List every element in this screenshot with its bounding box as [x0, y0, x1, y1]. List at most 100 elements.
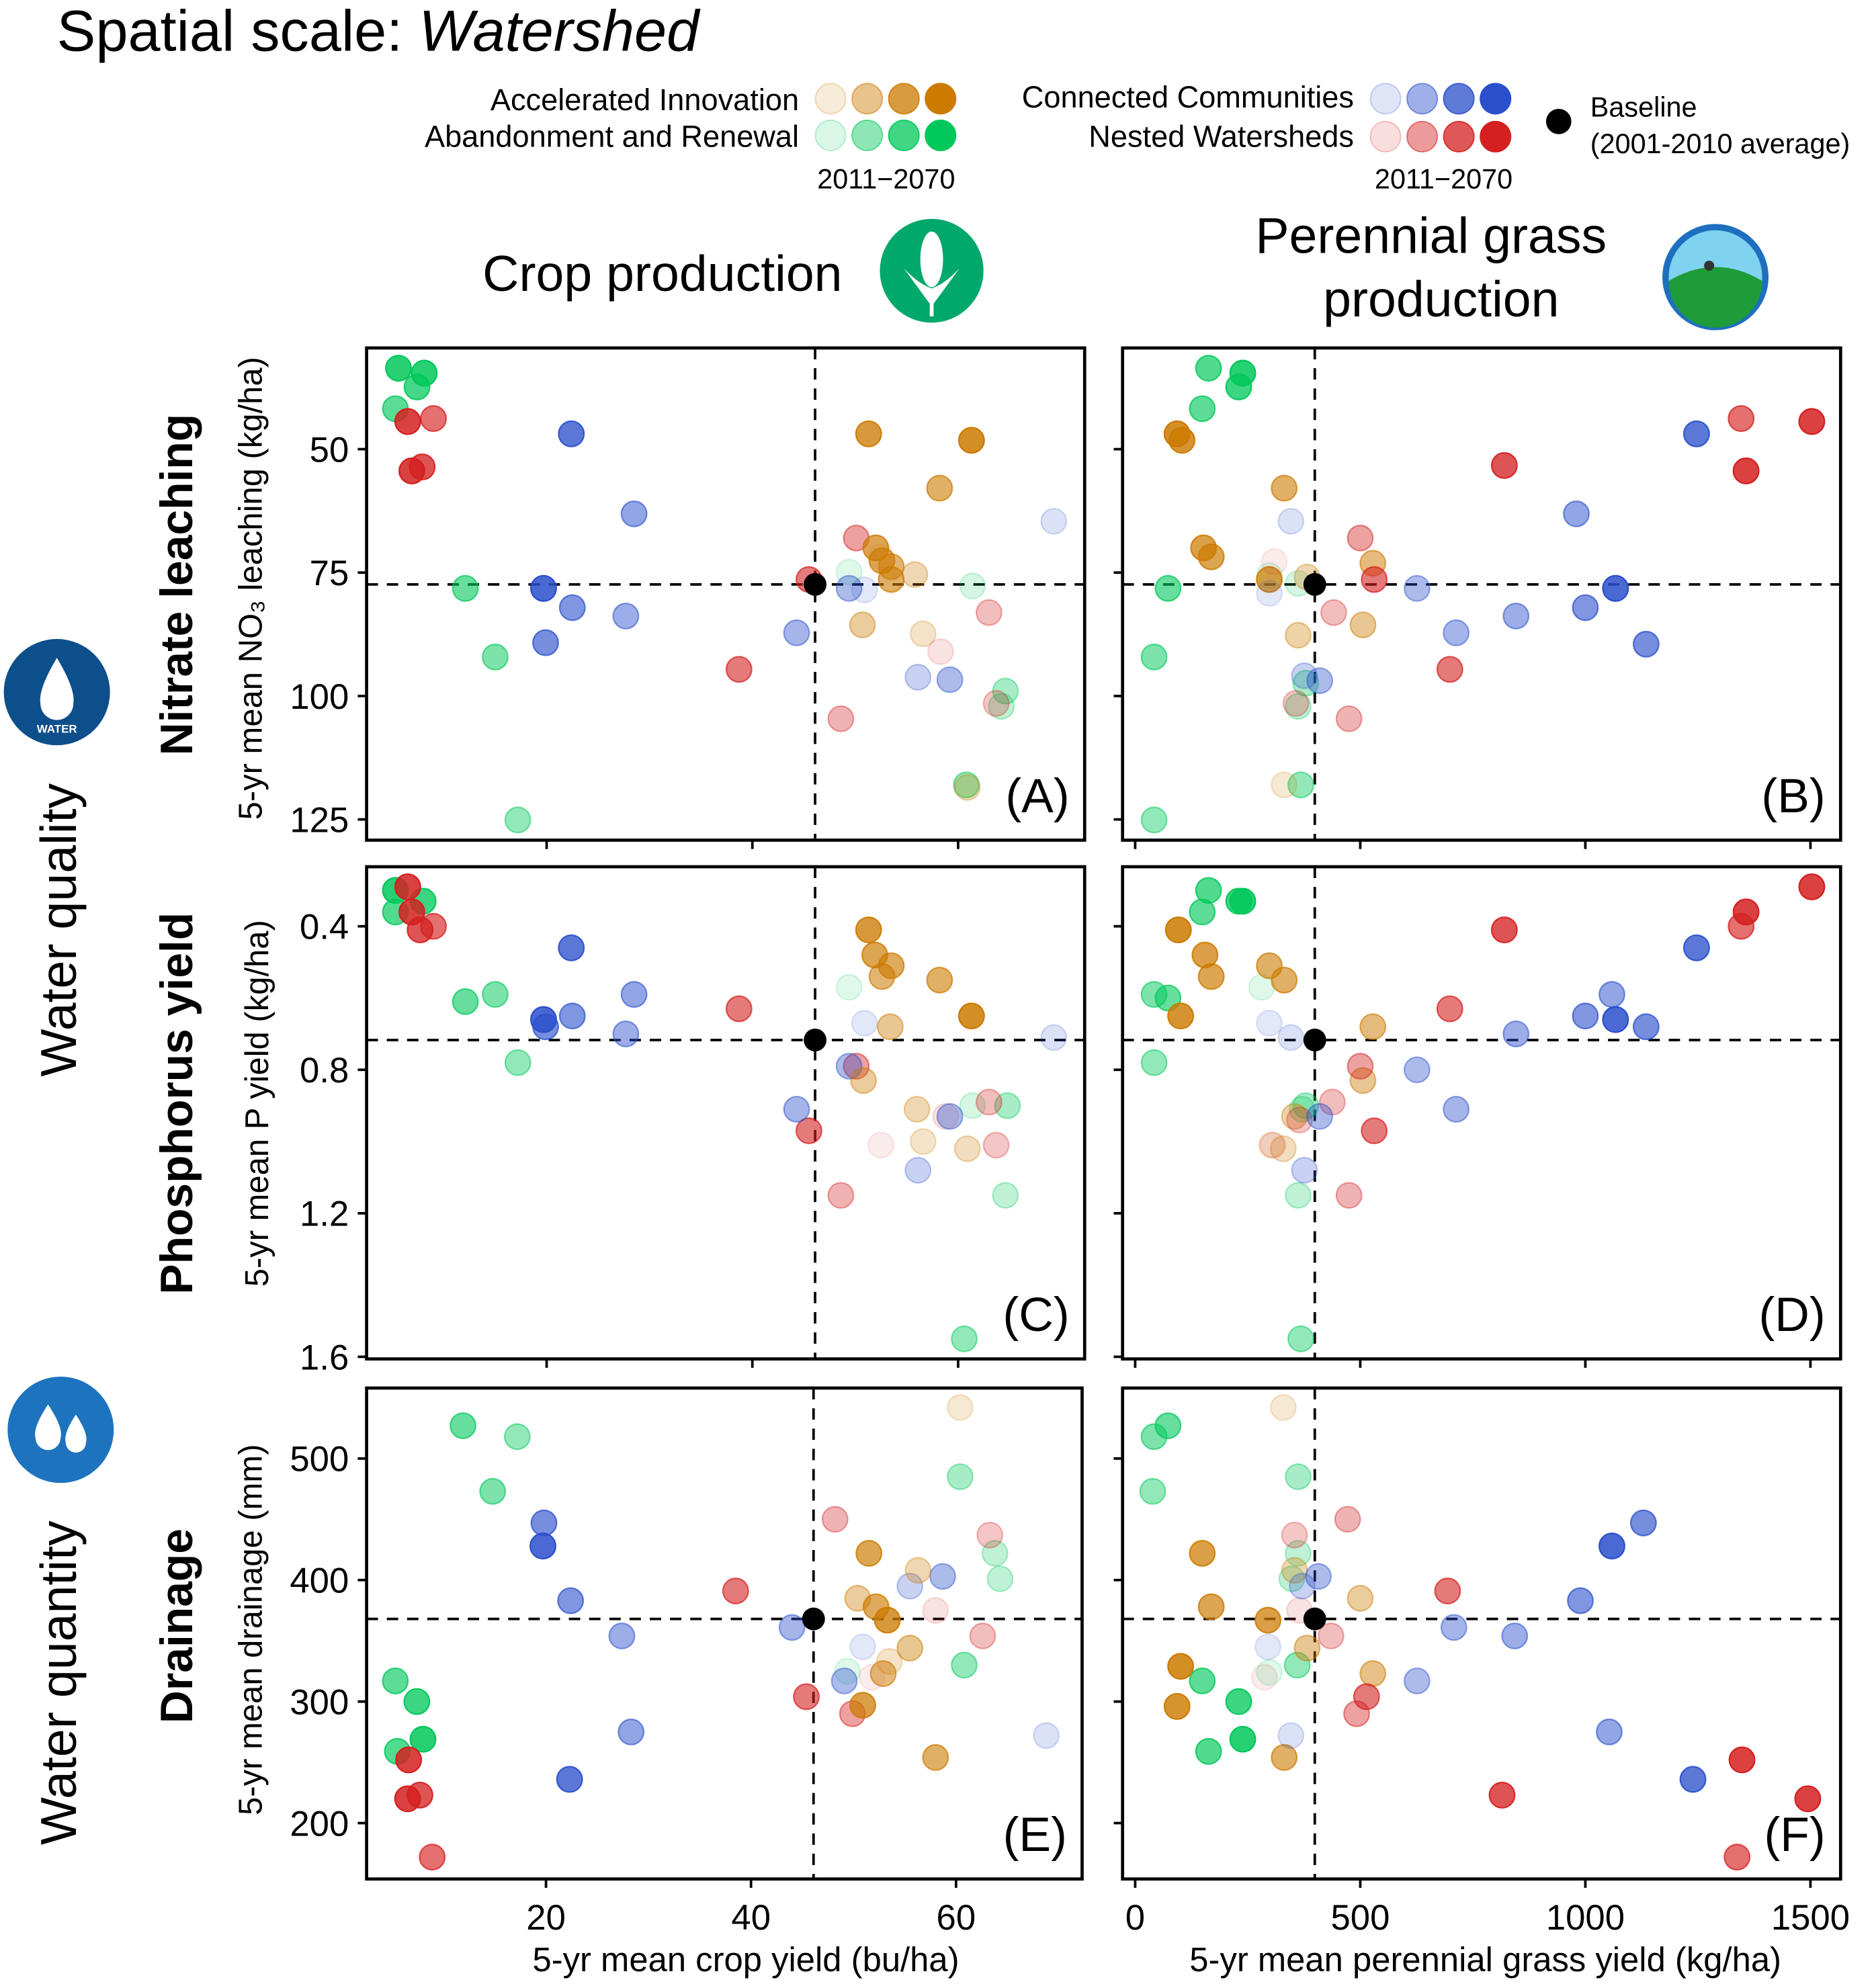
data-point-accelerated-innovation — [946, 1393, 974, 1421]
legend-baseline-marker — [1545, 108, 1572, 134]
data-point-accelerated-innovation — [1167, 1653, 1195, 1680]
data-point-connected-communities — [936, 1103, 964, 1130]
legend-swatch — [1369, 83, 1402, 115]
data-point-nested-watersheds — [1728, 405, 1755, 432]
data-point-connected-communities — [1629, 1509, 1657, 1537]
data-point-nested-watersheds — [1343, 1700, 1371, 1727]
data-point-abandonment-and-renewal — [452, 988, 479, 1015]
data-point-accelerated-innovation — [849, 611, 876, 639]
title-prefix: Spatial scale: — [57, 0, 419, 63]
data-point-accelerated-innovation — [1271, 1743, 1298, 1771]
data-point-connected-communities — [612, 1020, 640, 1047]
data-point-connected-communities — [1033, 1722, 1060, 1750]
data-point-accelerated-innovation — [922, 1743, 949, 1771]
legend-abandonment-label: Abandonment and Renewal — [425, 119, 799, 153]
legend-accelerated-swatches — [814, 83, 957, 115]
data-point-connected-communities — [1277, 1024, 1305, 1051]
water-drop-icon: WATER — [3, 639, 110, 746]
data-point-accelerated-innovation — [1269, 1393, 1297, 1421]
y-axis-label-drainage: 5-yr mean drainage (mm) — [232, 1444, 269, 1815]
data-point-abandonment-and-renewal — [1285, 693, 1312, 720]
data-point-abandonment-and-renewal — [1225, 373, 1252, 400]
data-point-connected-communities — [1501, 1622, 1529, 1649]
data-point-nested-watersheds — [1261, 548, 1288, 576]
data-point-connected-communities — [1256, 1009, 1283, 1037]
x-tick-label: 1500 — [1771, 1898, 1850, 1938]
legend-baseline-label: Baseline — [1590, 91, 1697, 122]
data-point-accelerated-innovation — [953, 1135, 981, 1162]
data-point-connected-communities — [851, 1009, 878, 1037]
data-point-connected-communities — [1567, 1587, 1594, 1614]
data-point-accelerated-innovation — [901, 561, 929, 589]
data-point-accelerated-innovation — [953, 773, 981, 801]
data-point-connected-communities — [1306, 667, 1334, 695]
data-point-nested-watersheds — [722, 1578, 749, 1604]
data-point-accelerated-innovation — [1256, 566, 1283, 593]
y-tick-label: 0.8 — [300, 1051, 349, 1090]
data-point-connected-communities — [620, 500, 648, 527]
data-point-accelerated-innovation — [1189, 1539, 1216, 1567]
data-point-abandonment-and-renewal — [482, 643, 509, 671]
data-point-nested-watersheds — [922, 1597, 949, 1624]
data-point-abandonment-and-renewal — [992, 677, 1019, 705]
data-point-accelerated-innovation — [1347, 1584, 1374, 1612]
data-point-connected-communities — [530, 1509, 558, 1537]
data-point-abandonment-and-renewal — [946, 1463, 974, 1490]
figure-title: Spatial scale: Watershed — [57, 0, 701, 63]
data-point-nested-watersheds — [1334, 1506, 1361, 1533]
data-point-abandonment-and-renewal — [452, 574, 479, 602]
data-point-connected-communities — [1502, 1020, 1530, 1047]
data-point-nested-watersheds — [1436, 995, 1463, 1023]
x-axis-label-grass: 5-yr mean perennial grass yield (kg/ha) — [1189, 1940, 1781, 1979]
data-point-accelerated-innovation — [873, 1606, 901, 1634]
data-point-nested-watersheds — [1317, 1622, 1345, 1649]
legend-abandonment-swatches — [814, 119, 957, 152]
legend-swatch — [1443, 83, 1475, 115]
data-point-connected-communities — [1596, 1718, 1623, 1745]
data-point-abandonment-and-renewal — [834, 1657, 861, 1685]
y-tick-label: 50 — [310, 430, 349, 470]
legend-swatch — [1406, 120, 1439, 153]
legend-swatch — [814, 83, 847, 115]
data-point-connected-communities — [1443, 619, 1470, 646]
data-point-abandonment-and-renewal — [1285, 1463, 1312, 1490]
data-point-nested-watersheds — [982, 1131, 1010, 1159]
data-point-abandonment-and-renewal — [1154, 574, 1182, 602]
data-point-accelerated-innovation — [849, 1692, 876, 1719]
data-point-nested-watersheds — [1335, 705, 1363, 732]
data-point-nested-watersheds — [1732, 457, 1760, 484]
data-point-connected-communities — [558, 420, 585, 447]
data-point-nested-watersheds — [1361, 1117, 1388, 1145]
data-point-accelerated-innovation — [876, 1647, 903, 1675]
data-point-connected-communities — [1306, 1103, 1334, 1130]
data-point-abandonment-and-renewal — [1140, 1423, 1168, 1451]
column-title-grass-line1: Perennial grass — [1255, 208, 1607, 264]
data-point-abandonment-and-renewal — [409, 1725, 437, 1753]
data-point-accelerated-innovation — [926, 966, 953, 994]
data-point-accelerated-innovation — [878, 566, 905, 593]
row-title-drainage: Drainage — [152, 1528, 202, 1723]
data-point-nested-watersheds — [982, 690, 1010, 717]
data-point-nested-watersheds — [821, 1506, 849, 1533]
data-point-abandonment-and-renewal — [1140, 643, 1168, 671]
y-tick-label: 100 — [290, 677, 349, 717]
data-point-abandonment-and-renewal — [959, 1092, 986, 1119]
y-tick-label: 200 — [290, 1804, 349, 1844]
data-point-nested-watersheds — [1728, 1746, 1756, 1774]
plot-area — [1121, 865, 1842, 1361]
data-point-abandonment-and-renewal — [1287, 771, 1314, 799]
legend: Accelerated Innovation Abandonment and R… — [425, 80, 1850, 195]
y-tick-label: 500 — [290, 1440, 349, 1479]
legend-nested-label: Nested Watersheds — [1089, 119, 1354, 153]
data-point-nested-watersheds — [1320, 599, 1347, 626]
data-point-nested-watersheds — [843, 1052, 870, 1080]
data-point-abandonment-and-renewal — [1285, 1182, 1312, 1209]
data-point-connected-communities — [1572, 594, 1599, 621]
points — [1122, 347, 1841, 840]
x-tick-label: 500 — [1331, 1898, 1390, 1938]
data-point-abandonment-and-renewal — [1285, 1539, 1312, 1567]
column-title-grass-line2: production — [1323, 271, 1559, 327]
data-point-connected-communities — [532, 1013, 559, 1041]
corn-icon — [880, 218, 984, 323]
data-point-connected-communities — [1443, 1096, 1470, 1123]
